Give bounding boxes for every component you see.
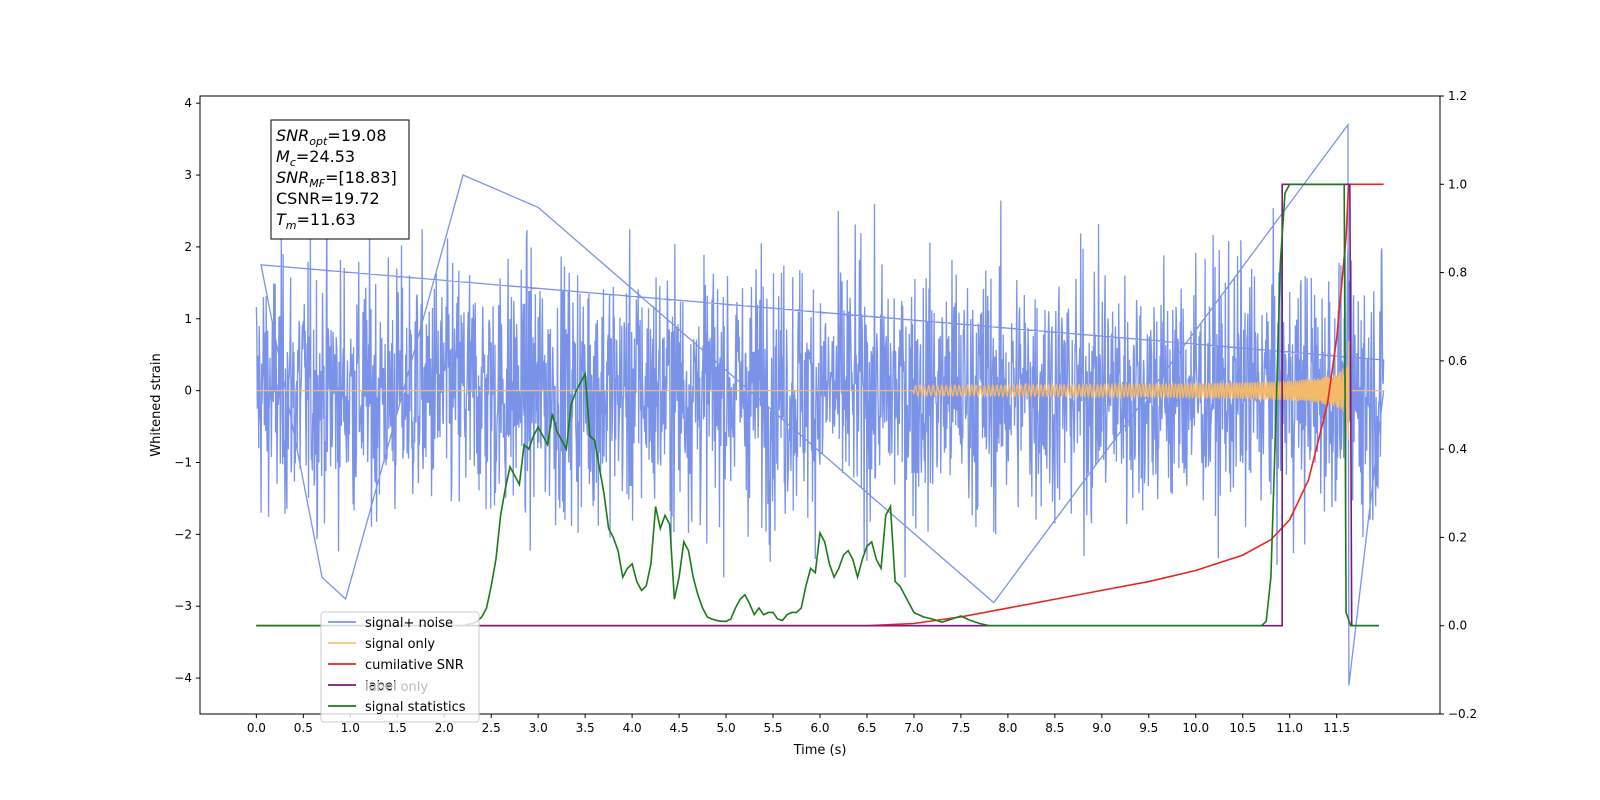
x-tick-label: 8.0 [998, 721, 1017, 735]
x-tick-label: 7.0 [904, 721, 923, 735]
x-tick-label: 4.0 [623, 721, 642, 735]
y-axis-left: 4 3 2 1 0 −1 −2 −3 −4 [174, 96, 200, 685]
x-tick-label: 0.5 [294, 721, 313, 735]
y2-tick-label: 0.4 [1448, 442, 1467, 456]
series-layer [255, 122, 1385, 686]
y-axis-right: 1.2 1.0 0.8 0.6 0.4 0.2 0.0 −0.2 [1440, 89, 1477, 721]
y2-tick-label: 0.6 [1448, 354, 1467, 368]
x-tick-label: 11.0 [1276, 721, 1303, 735]
x-tick-label: 10.0 [1182, 721, 1209, 735]
y-axis-label: Whitened strain [149, 353, 164, 456]
y2-tick-label: 0.8 [1448, 266, 1467, 280]
annotation-line: SNRopt=19.08 [276, 126, 387, 148]
series-signal-noise [255, 122, 1385, 686]
annotation-line: Tm=11.63 [276, 210, 356, 232]
legend-label: label [365, 679, 396, 694]
y-tick-label: −1 [174, 455, 192, 469]
y2-tick-label: 1.2 [1448, 89, 1467, 103]
x-tick-label: 9.5 [1139, 721, 1158, 735]
series-signal-statistics [256, 183, 1379, 627]
legend-label: signal statistics [365, 700, 466, 715]
y-tick-label: 4 [184, 96, 192, 110]
x-tick-label: 10.5 [1229, 721, 1256, 735]
x-tick-label: 4.5 [670, 721, 689, 735]
legend-label: signal only [365, 637, 435, 652]
x-tick-label: 9.0 [1092, 721, 1111, 735]
y2-tick-label: −0.2 [1448, 707, 1477, 721]
legend-label: cumilative SNR [365, 658, 464, 673]
x-tick-label: 0.0 [247, 721, 266, 735]
x-tick-label: 2.5 [482, 721, 501, 735]
annotation-line: CSNR=19.72 [276, 189, 380, 208]
x-tick-label: 2.0 [435, 721, 454, 735]
y2-tick-label: 0.2 [1448, 530, 1467, 544]
plot-area [255, 122, 1385, 686]
annotation-line: SNRMF=[18.83] [276, 168, 397, 190]
x-tick-label: 5.0 [717, 721, 736, 735]
y-tick-label: 1 [184, 312, 192, 326]
legend-label: label only [365, 680, 428, 695]
x-axis: 0.0 0.5 1.0 1.5 2.0 2.5 3.0 3.5 4.0 4.5 5.0 5.5 6.0 6… [247, 714, 1350, 735]
x-tick-label: 1.5 [388, 721, 407, 735]
series-signal-only [256, 341, 1384, 440]
y2-tick-label: 1.0 [1448, 177, 1467, 191]
x-tick-label: 3.5 [576, 721, 595, 735]
legend-label: signal+ noise [365, 616, 453, 631]
x-tick-label: 1.0 [341, 721, 360, 735]
y-tick-label: 2 [184, 240, 192, 254]
x-tick-label: 8.5 [1045, 721, 1064, 735]
y-tick-label: 0 [184, 384, 192, 398]
y2-tick-label: 0.0 [1448, 619, 1467, 633]
x-tick-label: 6.5 [857, 721, 876, 735]
legend: signal+ noise signal only cumilative SNR la… [320, 611, 480, 723]
y-tick-label: 3 [184, 168, 192, 182]
annotation-frame [270, 119, 410, 240]
x-tick-label: 3.0 [529, 721, 548, 735]
x-tick-label: 5.5 [763, 721, 782, 735]
x-tick-label: 11.5 [1323, 721, 1350, 735]
y-tick-label: −2 [174, 527, 192, 541]
x-tick-label: 7.5 [951, 721, 970, 735]
annotation-box: SNRopt=19.08Mc=24.53SNRMF=[18.83]CSNR=19… [270, 119, 410, 240]
legend-frame [320, 611, 480, 723]
y-tick-label: −3 [174, 599, 192, 613]
annotation-line: Mc=24.53 [276, 147, 355, 169]
x-tick-label: 6.0 [810, 721, 829, 735]
x-axis-label: Time (s) [793, 743, 847, 758]
y-tick-label: −4 [174, 671, 192, 685]
